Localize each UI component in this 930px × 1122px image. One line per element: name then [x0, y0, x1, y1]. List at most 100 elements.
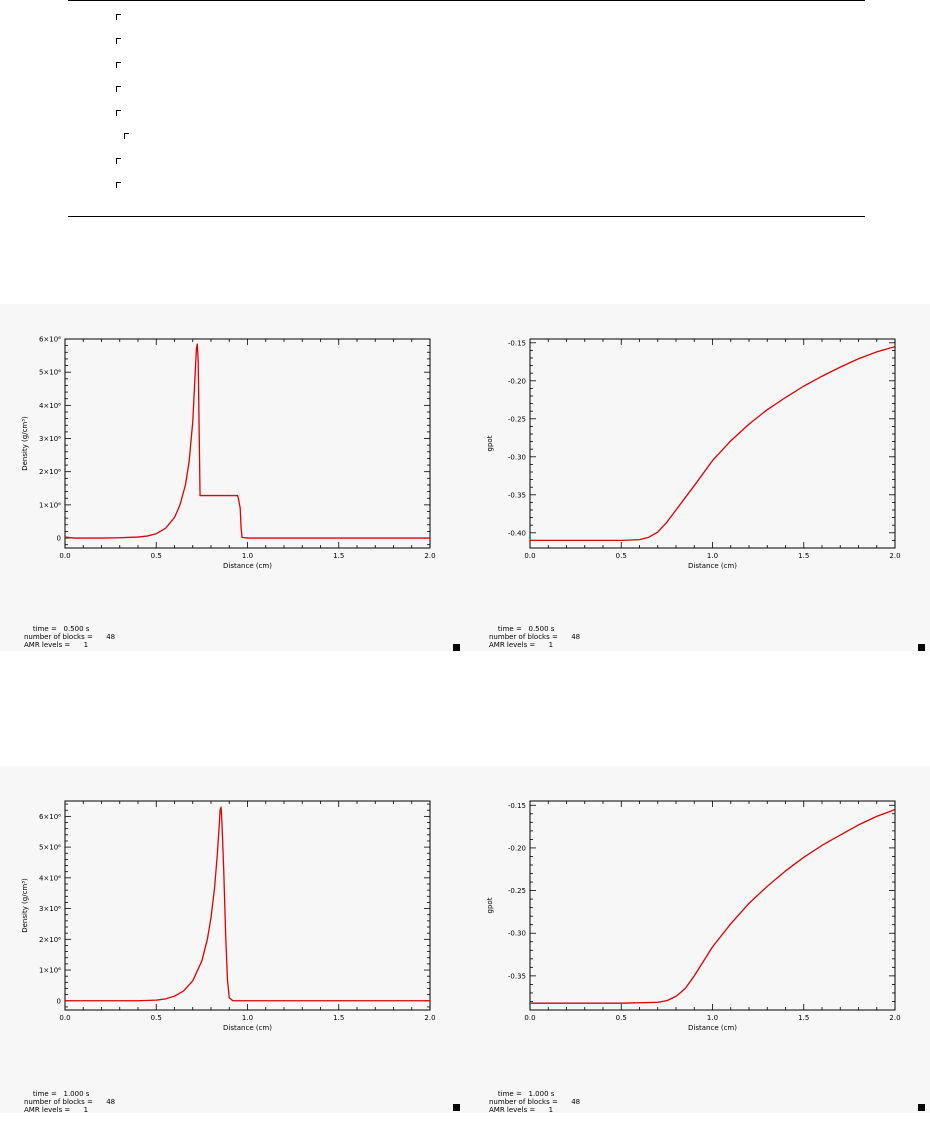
x-tick-label: 0.5 [151, 1014, 162, 1022]
plot-panel-gpot-t10: 0.0 0.5 1.0 1.5 2.0 -0.35 -0.30 -0.25 -0.20 -0.15… [465, 766, 930, 1114]
density-chart-t05: 0.0 0.5 1.0 1.5 2.0 0 1×10⁶ 2×10⁶ 3×10⁶ 4×10⁶ 5×10… [21, 336, 436, 571]
blocks-label: number of blocks = [24, 1098, 93, 1106]
y-tick-label: -0.35 [508, 491, 526, 499]
blocks-value: 48 [106, 633, 116, 641]
y-tick-label: -0.25 [508, 415, 526, 423]
y-tick-label: 4×10⁶ [39, 402, 61, 410]
x-tick-label: 1.0 [242, 1014, 253, 1022]
x-tick-label: 2.0 [889, 1014, 900, 1022]
y-tick-label: 5×10⁶ [39, 844, 61, 852]
row-stub [124, 133, 129, 139]
row-stub [116, 182, 121, 188]
y-axis-label: gpot [486, 435, 494, 451]
y-tick-label: 6×10⁶ [39, 336, 61, 344]
x-tick-label: 2.0 [424, 1014, 435, 1022]
time-value: 0.500 s [63, 625, 90, 633]
row-stub [116, 38, 121, 44]
y-axis-label: Density (g/cm³) [21, 878, 29, 933]
y-tick-label: -0.30 [508, 930, 526, 938]
series-line [65, 806, 430, 1002]
blocks-value: 48 [106, 1098, 116, 1106]
plot-panel-gpot-t05: 0.0 0.5 1.0 1.5 2.0 -0.40 -0.35 -0.30 -0.25 -0.20… [465, 304, 930, 651]
x-tick-label: 0.0 [524, 1014, 535, 1022]
x-tick-label: 0.5 [616, 1014, 627, 1022]
series-line [64, 343, 430, 539]
y-tick-label: 0 [57, 997, 61, 1005]
y-tick-label: -0.40 [508, 529, 526, 537]
x-axis-label: Distance (cm) [223, 1024, 272, 1032]
top-rule [68, 0, 865, 1]
corner-marker [918, 644, 925, 651]
y-tick-label: -0.25 [508, 887, 526, 895]
blocks-label: number of blocks = [24, 633, 93, 641]
row-stub [116, 110, 121, 116]
blocks-label: number of blocks = [489, 633, 558, 641]
corner-marker [453, 644, 460, 651]
x-tick-label: 1.0 [707, 552, 718, 560]
x-tick-label: 1.5 [798, 552, 809, 560]
y-tick-label: -0.35 [508, 972, 526, 980]
corner-marker [918, 1104, 925, 1111]
gpot-chart-t05: 0.0 0.5 1.0 1.5 2.0 -0.40 -0.35 -0.30 -0.25 -0.20… [486, 338, 901, 570]
plot-frame [529, 800, 896, 1011]
x-tick-label: 0.0 [59, 552, 70, 560]
plot-panel-density-t10: 0.0 0.5 1.0 1.5 2.0 0 1×10⁶ 2×10⁶ 3×10⁶ 4×10⁶ 5×10… [0, 766, 465, 1114]
y-tick-label: -0.20 [508, 844, 526, 852]
amr-value: 1 [548, 1106, 554, 1114]
blocks-value: 48 [571, 633, 581, 641]
plot-frame [529, 338, 896, 549]
y-tick-label: 1×10⁶ [39, 501, 61, 509]
amr-label: AMR levels = [24, 1106, 71, 1114]
time-value: 1.000 s [63, 1090, 90, 1098]
blocks-value: 48 [571, 1098, 581, 1106]
time-label: time = [32, 1090, 57, 1098]
x-axis-label: Distance (cm) [688, 1024, 737, 1032]
y-tick-label: -0.30 [508, 453, 526, 461]
plot-frame [64, 800, 431, 1011]
y-tick-label: 0 [57, 535, 61, 543]
y-tick-label: 3×10⁶ [39, 905, 61, 913]
x-tick-label: 2.0 [424, 552, 435, 560]
x-tick-label: 1.5 [798, 1014, 809, 1022]
density-chart-t10: 0.0 0.5 1.0 1.5 2.0 0 1×10⁶ 2×10⁶ 3×10⁶ 4×10⁶ 5×10… [21, 800, 436, 1032]
time-label: time = [32, 625, 57, 633]
y-tick-label: 5×10⁶ [39, 369, 61, 377]
y-tick-label: 4×10⁶ [39, 874, 61, 882]
y-axis-label: gpot [486, 897, 494, 913]
x-tick-label: 0.0 [59, 1014, 70, 1022]
y-axis-label: Density (g/cm³) [21, 416, 29, 471]
amr-value: 1 [548, 641, 554, 649]
x-axis-label: Distance (cm) [223, 562, 272, 570]
plot-panel-density-t05: 0.0 0.5 1.0 1.5 2.0 0 1×10⁶ 2×10⁶ 3×10⁶ 4×10⁶ 5×10… [0, 304, 465, 651]
blocks-label: number of blocks = [489, 1098, 558, 1106]
x-tick-label: 0.0 [524, 552, 535, 560]
plot-frame [64, 338, 431, 549]
amr-value: 1 [83, 641, 89, 649]
panel-info: time = 1.000 s number of blocks = 48 AMR… [24, 1082, 115, 1122]
x-tick-label: 1.5 [333, 552, 344, 560]
x-tick-label: 0.5 [151, 552, 162, 560]
time-value: 0.500 s [528, 625, 555, 633]
time-label: time = [497, 1090, 522, 1098]
amr-label: AMR levels = [489, 1106, 536, 1114]
gpot-chart-t10: 0.0 0.5 1.0 1.5 2.0 -0.35 -0.30 -0.25 -0.20 -0.15… [486, 800, 901, 1032]
y-tick-label: 6×10⁶ [39, 813, 61, 821]
panel-info: time = 0.500 s number of blocks = 48 AMR… [489, 617, 580, 657]
y-tick-label: -0.15 [508, 339, 526, 347]
panel-info: time = 1.000 s number of blocks = 48 AMR… [489, 1082, 580, 1122]
x-tick-label: 1.0 [707, 1014, 718, 1022]
corner-marker [453, 1104, 460, 1111]
x-tick-label: 2.0 [889, 552, 900, 560]
row-stub [116, 158, 121, 164]
panel-info: time = 0.500 s number of blocks = 48 AMR… [24, 617, 115, 657]
y-tick-label: -0.20 [508, 377, 526, 385]
x-tick-label: 1.5 [333, 1014, 344, 1022]
y-tick-label: 3×10⁶ [39, 435, 61, 443]
x-tick-label: 1.0 [242, 552, 253, 560]
y-tick-label: 1×10⁶ [39, 967, 61, 975]
amr-label: AMR levels = [24, 641, 71, 649]
y-tick-label: -0.15 [508, 802, 526, 810]
x-axis-label: Distance (cm) [688, 562, 737, 570]
bottom-rule [68, 216, 865, 217]
row-stub [116, 62, 121, 68]
